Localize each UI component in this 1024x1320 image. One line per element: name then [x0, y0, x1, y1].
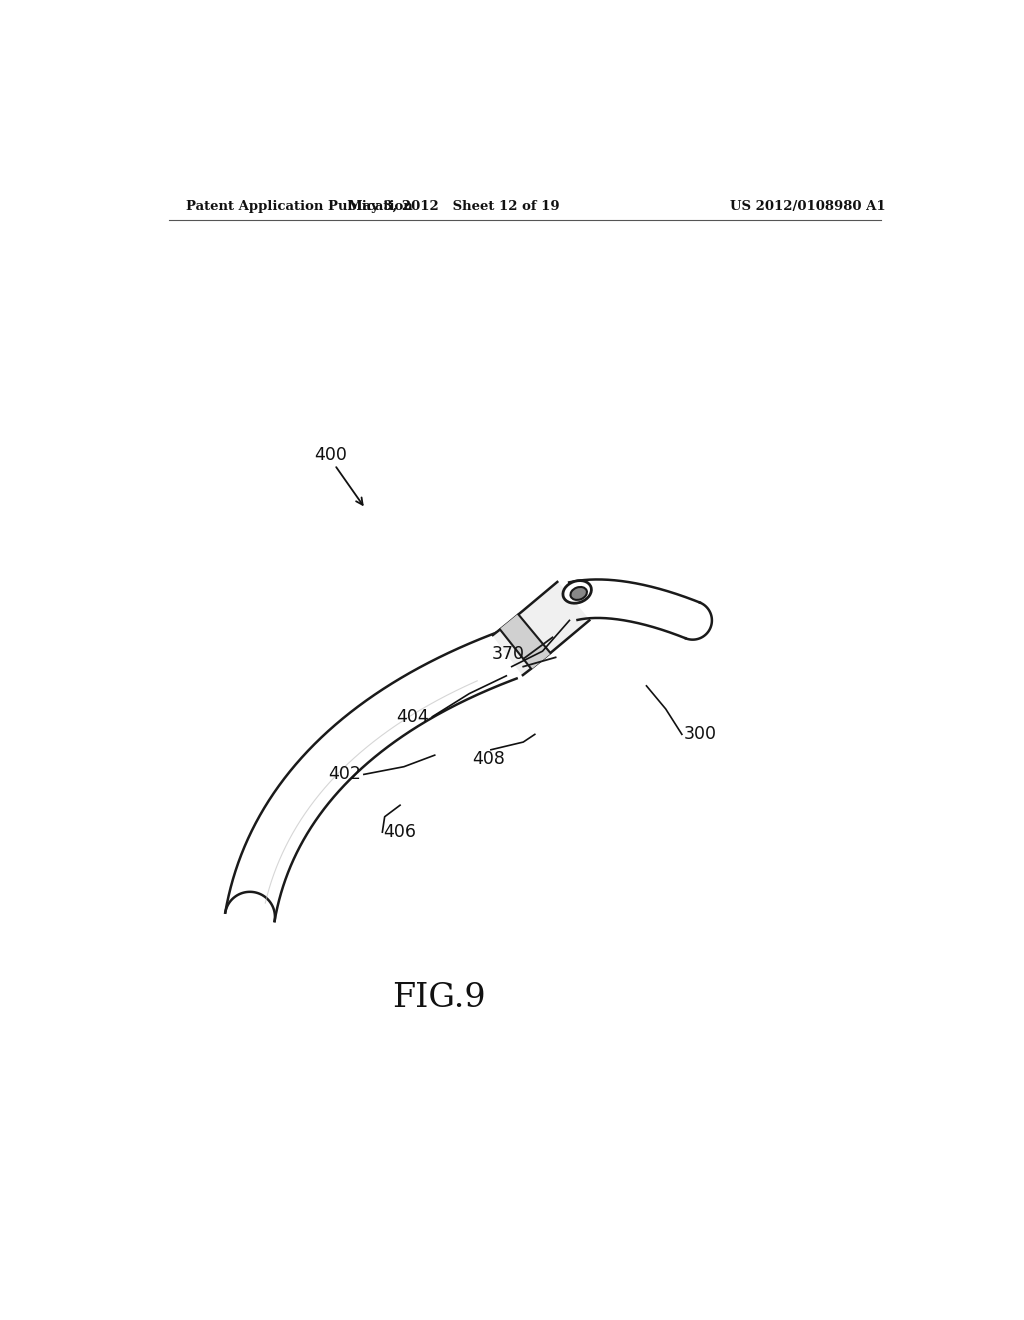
Text: US 2012/0108980 A1: US 2012/0108980 A1: [730, 199, 886, 213]
Text: 406: 406: [383, 824, 416, 841]
Ellipse shape: [563, 581, 592, 603]
Polygon shape: [493, 582, 590, 675]
Polygon shape: [569, 579, 699, 639]
Text: 402: 402: [329, 766, 361, 783]
Text: 300: 300: [683, 726, 717, 743]
Polygon shape: [225, 631, 517, 921]
Polygon shape: [685, 602, 712, 640]
Text: 408: 408: [472, 750, 505, 768]
Text: FIG.9: FIG.9: [392, 982, 485, 1014]
Text: Patent Application Publication: Patent Application Publication: [186, 199, 413, 213]
Text: 370: 370: [492, 644, 524, 663]
Polygon shape: [225, 892, 274, 921]
Text: 404: 404: [396, 708, 429, 726]
Ellipse shape: [570, 587, 587, 599]
Polygon shape: [500, 615, 550, 669]
Text: 400: 400: [313, 446, 347, 463]
Text: May 3, 2012   Sheet 12 of 19: May 3, 2012 Sheet 12 of 19: [348, 199, 560, 213]
